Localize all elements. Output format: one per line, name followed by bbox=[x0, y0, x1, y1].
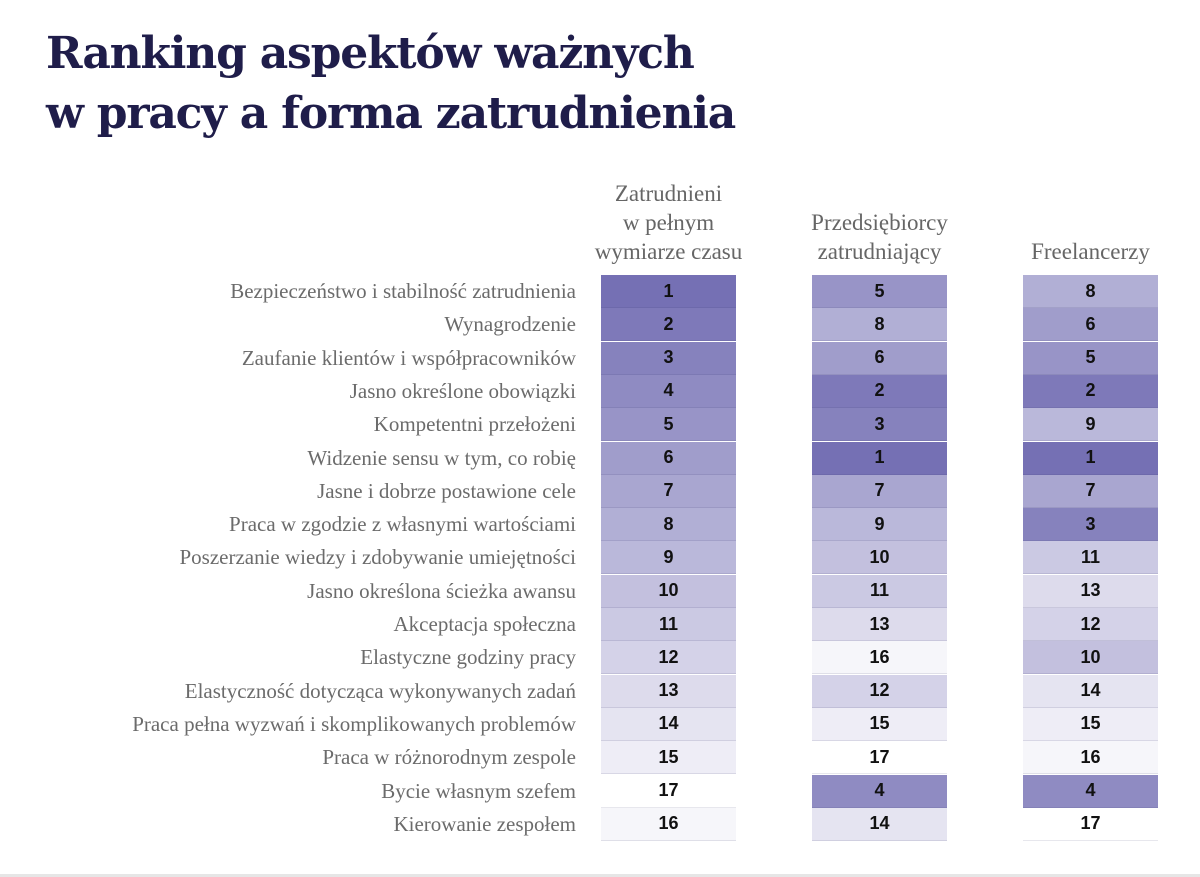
rank-cell-freelancers: 1 bbox=[1023, 441, 1158, 475]
column-header-line: zatrudniający bbox=[817, 239, 942, 264]
column-header-line: wymiarze czasu bbox=[594, 239, 743, 264]
row-label: Praca w różnorodnym zespole bbox=[322, 745, 576, 770]
rank-cell-entrepreneurs: 4 bbox=[812, 774, 947, 808]
rank-cell-freelancers: 7 bbox=[1023, 474, 1158, 508]
rank-cell-freelancers: 15 bbox=[1023, 707, 1158, 741]
rank-cell-freelancers: 10 bbox=[1023, 641, 1158, 675]
rank-cell-fulltime: 17 bbox=[601, 774, 736, 808]
rank-cell-freelancers: 14 bbox=[1023, 674, 1158, 708]
rank-cell-fulltime: 10 bbox=[601, 574, 736, 608]
rank-cell-freelancers: 13 bbox=[1023, 574, 1158, 608]
rank-cell-entrepreneurs: 17 bbox=[812, 741, 947, 775]
rank-cell-entrepreneurs: 12 bbox=[812, 674, 947, 708]
rank-cell-freelancers: 3 bbox=[1023, 508, 1158, 542]
rank-cell-freelancers: 2 bbox=[1023, 374, 1158, 408]
rank-cell-entrepreneurs: 8 bbox=[812, 308, 947, 342]
row-label: Bycie własnym szefem bbox=[381, 778, 576, 803]
rank-cell-freelancers: 16 bbox=[1023, 741, 1158, 775]
rank-cell-fulltime: 6 bbox=[601, 441, 736, 475]
rank-cell-freelancers: 12 bbox=[1023, 608, 1158, 641]
rank-cell-fulltime: 9 bbox=[601, 541, 736, 575]
row-label: Poszerzanie wiedzy i zdobywanie umiejętn… bbox=[179, 545, 576, 570]
rank-cell-fulltime: 1 bbox=[601, 275, 736, 308]
row-label: Elastyczność dotycząca wykonywanych zada… bbox=[184, 678, 576, 703]
row-label: Jasne i dobrze postawione cele bbox=[317, 478, 576, 503]
row-label: Zaufanie klientów i współpracowników bbox=[241, 345, 576, 370]
column-header-line: w pełnym bbox=[622, 210, 715, 235]
rank-cell-fulltime: 14 bbox=[601, 707, 736, 741]
page-title: Ranking aspektów ważnych w pracy a forma… bbox=[46, 24, 736, 144]
rank-cell-fulltime: 11 bbox=[601, 608, 736, 641]
row-label: Praca pełna wyzwań i skomplikowanych pro… bbox=[132, 711, 576, 736]
row-label: Jasno określone obowiązki bbox=[349, 378, 576, 403]
rank-cell-entrepreneurs: 2 bbox=[812, 374, 947, 408]
rank-cell-entrepreneurs: 10 bbox=[812, 541, 947, 575]
rank-cell-fulltime: 15 bbox=[601, 741, 736, 775]
rank-cell-entrepreneurs: 13 bbox=[812, 608, 947, 641]
row-label: Jasno określona ścieżka awansu bbox=[307, 578, 576, 603]
row-label: Akceptacja społeczna bbox=[393, 612, 576, 636]
row-label: Kierowanie zespołem bbox=[393, 811, 576, 836]
bottom-divider bbox=[0, 874, 1200, 877]
rank-cell-entrepreneurs: 9 bbox=[812, 508, 947, 542]
column-header-freelancers: Freelancerzy bbox=[986, 170, 1196, 266]
row-label: Bezpieczeństwo i stabilność zatrudnienia bbox=[230, 279, 576, 303]
row-label: Widzenie sensu w tym, co robię bbox=[307, 445, 576, 470]
rank-cell-freelancers: 6 bbox=[1023, 308, 1158, 342]
column-header-fulltime: Zatrudnieni w pełnym wymiarze czasu bbox=[564, 170, 774, 266]
rank-cell-fulltime: 4 bbox=[601, 374, 736, 408]
rank-cell-fulltime: 7 bbox=[601, 474, 736, 508]
rank-cell-freelancers: 11 bbox=[1023, 541, 1158, 575]
title-line-2: w pracy a forma zatrudnienia bbox=[46, 88, 736, 139]
column-header-line: Zatrudnieni bbox=[614, 181, 723, 206]
row-label: Praca w zgodzie z własnymi wartościami bbox=[229, 512, 576, 537]
rank-cell-fulltime: 3 bbox=[601, 341, 736, 375]
rank-cell-entrepreneurs: 15 bbox=[812, 707, 947, 741]
rank-cell-freelancers: 5 bbox=[1023, 341, 1158, 375]
rank-cell-entrepreneurs: 11 bbox=[812, 574, 947, 608]
rank-cell-entrepreneurs: 14 bbox=[812, 807, 947, 841]
rank-cell-entrepreneurs: 16 bbox=[812, 641, 947, 675]
column-header-entrepreneurs: Przedsiębiorcy zatrudniający bbox=[775, 170, 985, 266]
rank-cell-entrepreneurs: 1 bbox=[812, 441, 947, 475]
rank-cell-freelancers: 17 bbox=[1023, 807, 1158, 841]
title-line-1: Ranking aspektów ważnych bbox=[46, 28, 695, 79]
row-label: Elastyczne godziny pracy bbox=[360, 645, 576, 670]
rank-cell-fulltime: 13 bbox=[601, 674, 736, 708]
rank-cell-fulltime: 5 bbox=[601, 408, 736, 442]
rank-cell-entrepreneurs: 3 bbox=[812, 408, 947, 442]
row-label: Wynagrodzenie bbox=[444, 312, 576, 337]
rank-cell-freelancers: 9 bbox=[1023, 408, 1158, 442]
rank-cell-freelancers: 8 bbox=[1023, 275, 1158, 308]
rank-cell-entrepreneurs: 7 bbox=[812, 474, 947, 508]
column-header-line: Przedsiębiorcy bbox=[811, 210, 948, 235]
rank-cell-fulltime: 2 bbox=[601, 308, 736, 342]
rank-cell-entrepreneurs: 5 bbox=[812, 275, 947, 308]
rank-cell-freelancers: 4 bbox=[1023, 774, 1158, 808]
rank-cell-fulltime: 8 bbox=[601, 508, 736, 542]
rank-cell-fulltime: 16 bbox=[601, 807, 736, 841]
column-header-line: Freelancerzy bbox=[1031, 239, 1150, 264]
row-label: Kompetentni przełożeni bbox=[373, 412, 576, 437]
rank-cell-entrepreneurs: 6 bbox=[812, 341, 947, 375]
rank-cell-fulltime: 12 bbox=[601, 641, 736, 675]
